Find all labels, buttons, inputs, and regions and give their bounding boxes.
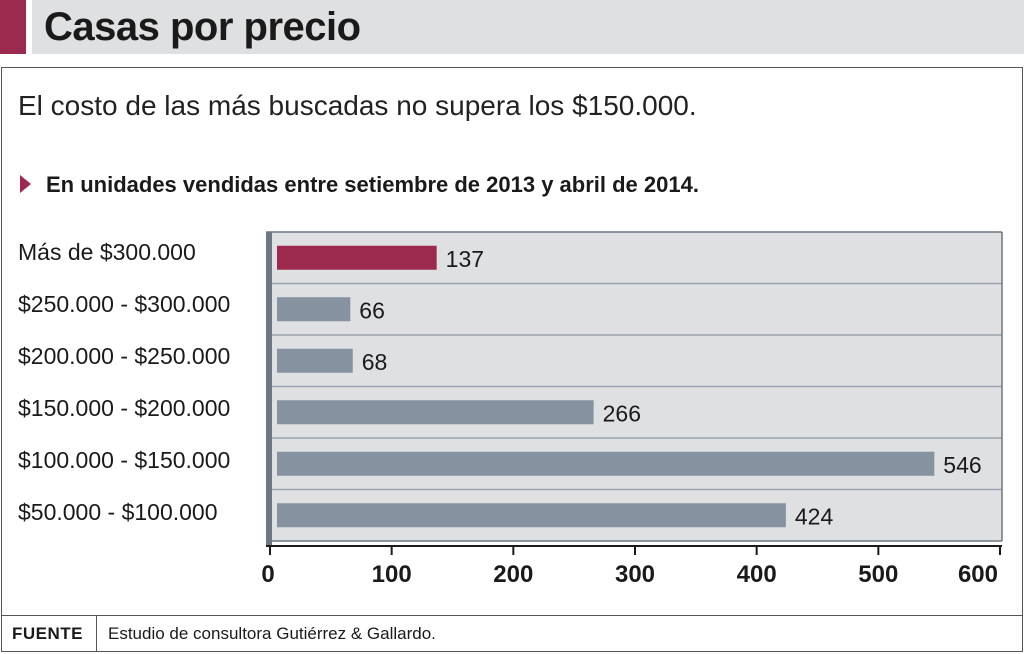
bar-3 — [277, 400, 594, 425]
x-tick-label-3: 300 — [615, 561, 655, 588]
value-label-4: 546 — [943, 452, 981, 478]
chart-note: En unidades vendidas entre setiembre de … — [46, 172, 699, 197]
chart-frame — [1, 67, 1023, 652]
category-label-5: $50.000 - $100.000 — [18, 499, 218, 525]
value-label-3: 266 — [603, 400, 641, 426]
x-tick-label-2: 200 — [493, 561, 533, 588]
chart-title: Casas por precio — [44, 5, 361, 49]
source-label: FUENTE — [12, 624, 83, 643]
bar-1 — [277, 297, 351, 322]
source-text: Estudio de consultora Gutiérrez & Gallar… — [108, 624, 436, 643]
category-label-1: $250.000 - $300.000 — [18, 291, 231, 317]
x-tick-label-5: 500 — [858, 561, 898, 588]
bar-0 — [277, 245, 437, 270]
category-label-4: $100.000 - $150.000 — [18, 447, 231, 473]
bar-4 — [277, 451, 935, 476]
x-tick-label-4: 400 — [737, 561, 777, 588]
bar-2 — [277, 348, 353, 373]
value-label-0: 137 — [446, 246, 484, 272]
bar-5 — [277, 503, 786, 528]
category-label-3: $150.000 - $200.000 — [18, 395, 231, 421]
x-tick-label-1: 100 — [372, 561, 412, 588]
x-tick-label-6: 600 — [958, 561, 998, 588]
footer-divider-line — [1, 615, 1023, 616]
x-tick-label-0: 0 — [261, 561, 274, 588]
title-background — [32, 0, 1024, 54]
category-label-2: $200.000 - $250.000 — [18, 343, 231, 369]
value-label-1: 66 — [359, 297, 385, 323]
value-label-5: 424 — [795, 503, 834, 529]
value-label-2: 68 — [362, 349, 388, 375]
chart-subtitle: El costo de las más buscadas no supera l… — [18, 90, 697, 121]
note-arrow-icon — [20, 175, 31, 193]
y-axis — [266, 232, 272, 547]
footer-vertical-divider — [96, 616, 97, 652]
category-label-0: Más de $300.000 — [18, 239, 196, 265]
title-bar: Casas por precio — [0, 0, 1024, 56]
title-accent-block — [0, 0, 26, 54]
